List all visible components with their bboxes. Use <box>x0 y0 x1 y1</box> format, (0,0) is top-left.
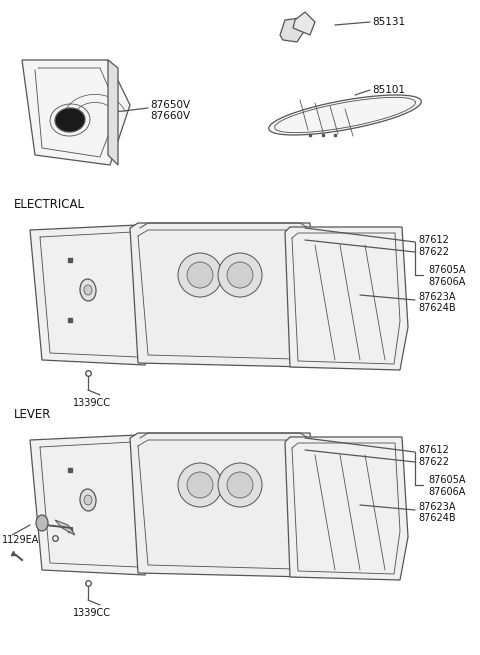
Text: 87623A: 87623A <box>418 292 456 302</box>
Polygon shape <box>55 520 75 535</box>
Text: 85101: 85101 <box>372 85 405 95</box>
Polygon shape <box>293 12 315 35</box>
Text: 87623A: 87623A <box>418 502 456 512</box>
Text: 87622: 87622 <box>418 457 449 467</box>
Text: 1129EA: 1129EA <box>2 535 39 545</box>
Ellipse shape <box>84 285 92 295</box>
Polygon shape <box>22 60 130 165</box>
Polygon shape <box>280 18 305 42</box>
Text: 87622: 87622 <box>418 247 449 257</box>
Circle shape <box>218 463 262 507</box>
Polygon shape <box>130 223 318 367</box>
Text: 87606A: 87606A <box>428 277 466 287</box>
Text: 87612: 87612 <box>418 445 449 455</box>
Text: LEVER: LEVER <box>14 409 51 422</box>
Text: ELECTRICAL: ELECTRICAL <box>14 198 85 212</box>
Text: 87660V: 87660V <box>150 111 190 121</box>
Ellipse shape <box>55 108 85 132</box>
Ellipse shape <box>80 489 96 511</box>
Polygon shape <box>269 95 421 135</box>
Polygon shape <box>30 225 155 365</box>
Polygon shape <box>30 435 155 575</box>
Circle shape <box>187 262 213 288</box>
Circle shape <box>187 472 213 498</box>
Text: 87624B: 87624B <box>418 303 456 313</box>
Polygon shape <box>285 437 408 580</box>
Ellipse shape <box>36 515 48 531</box>
Ellipse shape <box>84 495 92 505</box>
Text: 87624B: 87624B <box>418 513 456 523</box>
Text: 1339CC: 1339CC <box>73 608 111 618</box>
Text: 1339CC: 1339CC <box>73 398 111 408</box>
Polygon shape <box>285 227 408 370</box>
Text: 85131: 85131 <box>372 17 405 27</box>
Circle shape <box>178 463 222 507</box>
Text: 87605A: 87605A <box>428 475 466 485</box>
Polygon shape <box>130 433 318 577</box>
Circle shape <box>218 253 262 297</box>
Ellipse shape <box>80 279 96 301</box>
Text: 87612: 87612 <box>418 235 449 245</box>
Polygon shape <box>108 60 118 165</box>
Text: 87605A: 87605A <box>428 265 466 275</box>
Circle shape <box>178 253 222 297</box>
Text: 87650V: 87650V <box>150 100 190 110</box>
Circle shape <box>227 262 253 288</box>
Text: 87606A: 87606A <box>428 487 466 497</box>
Circle shape <box>227 472 253 498</box>
